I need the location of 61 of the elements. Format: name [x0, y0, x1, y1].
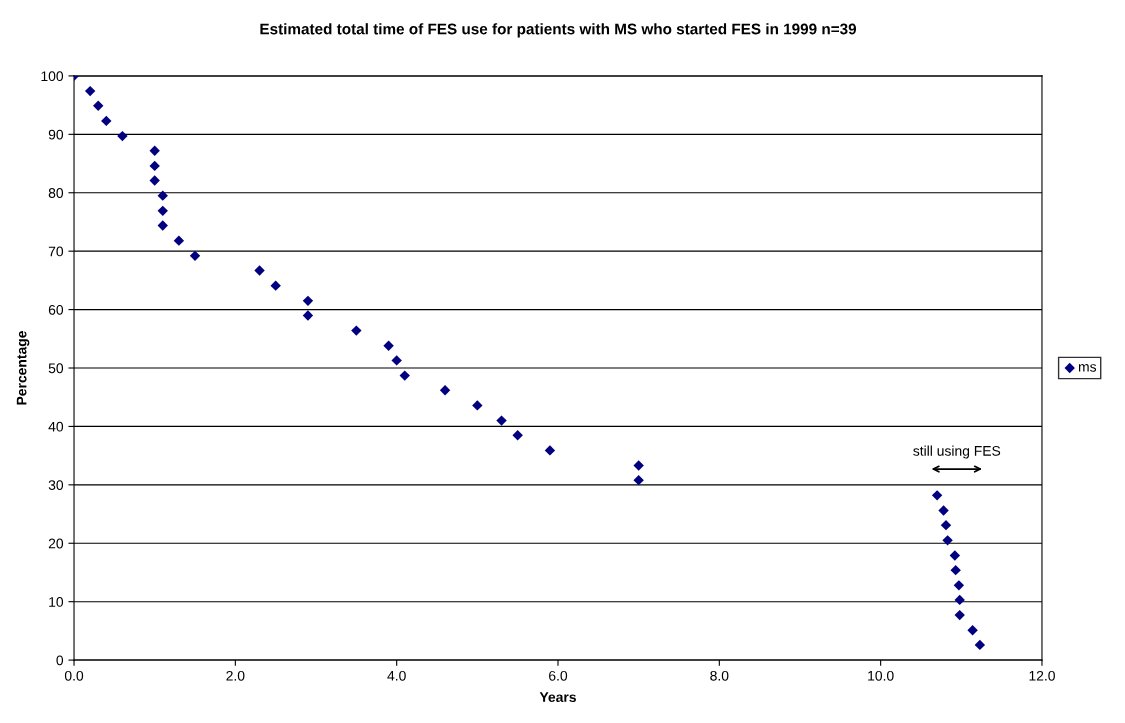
y-axis-title: Percentage	[16, 331, 30, 405]
point	[270, 280, 281, 291]
point	[439, 385, 451, 396]
point	[157, 220, 168, 231]
y-tick-label: 100	[41, 71, 64, 82]
point	[512, 429, 523, 441]
point	[399, 370, 410, 381]
point	[157, 205, 168, 217]
point	[949, 550, 961, 561]
point	[93, 100, 104, 111]
point	[391, 355, 402, 366]
y-tick-label: 90	[48, 129, 64, 140]
y-tick-label: 20	[48, 538, 64, 549]
point	[173, 235, 185, 246]
point	[953, 580, 965, 591]
x-tick-label: 4.0	[387, 670, 406, 681]
point	[633, 474, 644, 486]
point	[302, 295, 314, 307]
point	[954, 594, 965, 606]
point	[117, 130, 128, 142]
y-tick-label: 80	[48, 188, 64, 198]
point	[302, 310, 314, 321]
y-tick-label: 30	[48, 480, 64, 491]
point	[967, 625, 978, 636]
point	[633, 460, 644, 471]
point	[950, 564, 961, 576]
x-axis-title: Years	[539, 692, 576, 702]
point	[940, 519, 952, 531]
point	[149, 175, 160, 186]
x-tick-label: 12.0	[1029, 670, 1055, 681]
point	[544, 445, 556, 456]
y-tick-label: 40	[48, 421, 64, 432]
x-tick-label: 8.0	[710, 670, 729, 681]
point	[149, 145, 160, 156]
y-tick-label: 60	[48, 304, 64, 315]
point	[472, 400, 483, 411]
point	[954, 609, 965, 621]
point	[84, 85, 96, 97]
point	[383, 340, 394, 352]
y-tick-label: 70	[48, 246, 64, 257]
legend-label: ms	[1078, 364, 1097, 372]
point	[189, 250, 201, 262]
point	[496, 415, 507, 426]
x-tick-label: 2.0	[226, 670, 245, 681]
point	[157, 190, 168, 201]
chart-title: Estimated total time of FES use for patients with MS who started FES in 1999 n=39	[260, 23, 857, 38]
annotation: still using FES	[913, 445, 1001, 459]
point	[974, 639, 986, 651]
point	[938, 505, 949, 516]
point	[351, 325, 362, 336]
point	[149, 160, 160, 172]
x-tick-label: 10.0	[868, 670, 894, 681]
y-tick-label: 50	[48, 363, 64, 374]
point	[931, 490, 943, 501]
y-tick-label: 10	[49, 597, 64, 607]
y-tick-label: 0	[56, 655, 64, 666]
point	[254, 265, 265, 276]
x-tick-label: 6.0	[549, 670, 568, 681]
x-tick-label: 0.0	[64, 670, 84, 681]
point	[101, 115, 112, 127]
point	[942, 535, 953, 546]
